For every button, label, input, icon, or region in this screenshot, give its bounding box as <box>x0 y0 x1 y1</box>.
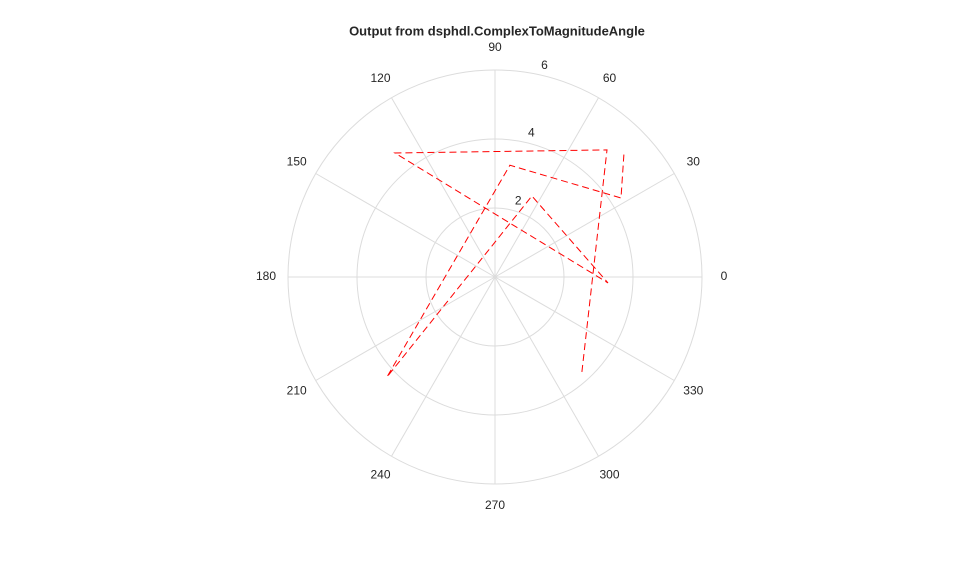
spoke <box>315 173 496 278</box>
spoke <box>391 276 496 457</box>
spoke <box>494 173 675 278</box>
theta-tick-label: 0 <box>721 269 728 283</box>
ring <box>356 138 634 416</box>
data-line <box>386 149 625 378</box>
theta-tick-label: 60 <box>603 71 617 85</box>
spoke <box>494 97 599 278</box>
spoke <box>391 97 496 278</box>
r-tick-label: 6 <box>541 58 548 72</box>
theta-tick-label: 180 <box>256 269 276 283</box>
theta-tick-label: 30 <box>687 155 701 169</box>
theta-tick-label: 210 <box>287 384 307 398</box>
r-tick-label: 2 <box>515 193 522 207</box>
chart-title: Output from dsphdl.ComplexToMagnitudeAng… <box>349 23 645 38</box>
theta-tick-label: 150 <box>287 155 307 169</box>
theta-tick-label: 300 <box>599 467 619 481</box>
theta-tick-label: 120 <box>370 71 390 85</box>
ring <box>425 207 565 347</box>
theta-tick-label: 270 <box>485 498 505 512</box>
r-tick-label: 4 <box>528 126 535 140</box>
ring <box>287 69 703 485</box>
theta-tick-label: 240 <box>370 467 390 481</box>
spoke <box>494 276 599 457</box>
theta-tick-label: 330 <box>683 384 703 398</box>
theta-tick-label: 90 <box>488 40 502 54</box>
spoke <box>494 276 675 381</box>
spoke <box>315 276 496 381</box>
